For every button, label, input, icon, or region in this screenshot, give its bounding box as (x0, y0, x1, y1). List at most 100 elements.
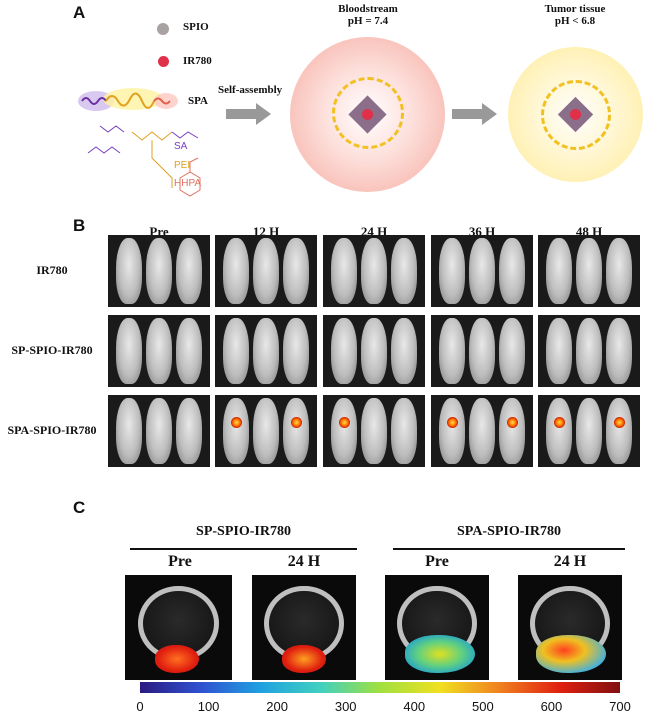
imaging-panel (323, 235, 425, 307)
colorbar-tick: 100 (197, 699, 220, 714)
spa-polymer-icon (78, 88, 178, 111)
group-title-sp: SP-SPIO-IR780 (196, 524, 291, 539)
imaging-panel (431, 315, 533, 387)
arrow-right-icon (452, 103, 497, 125)
mouse (253, 318, 279, 384)
fluorescence-spot (614, 417, 625, 428)
mouse (283, 238, 309, 304)
imaging-panel (108, 235, 210, 307)
legend-spio: SPIO (183, 21, 209, 33)
group-title-spa: SPA-SPIO-IR780 (457, 524, 561, 539)
mouse (331, 398, 357, 464)
mouse (223, 398, 249, 464)
mouse (499, 318, 525, 384)
self-assembly-label: Self-assembly (218, 84, 283, 96)
colorbar-tick: 300 (334, 699, 357, 714)
panel-a-label: A (73, 3, 86, 22)
mouse (469, 238, 495, 304)
bloodstream-label: Bloodstream (338, 3, 398, 15)
imaging-panel (108, 315, 210, 387)
label-sa: SA (174, 141, 188, 152)
mouse (146, 238, 172, 304)
label-pei: PEI (174, 160, 191, 171)
colorbar-tick: 700 (609, 699, 631, 714)
mouse (606, 238, 632, 304)
mouse (116, 398, 142, 464)
mouse (116, 318, 142, 384)
col-sp-pre: Pre (168, 553, 192, 570)
mouse (469, 398, 495, 464)
bloodstream-title: Bloodstream pH = 7.4 (318, 3, 418, 27)
imaging-panel (538, 395, 640, 467)
colorbar-tick: 400 (403, 699, 426, 714)
mouse (146, 398, 172, 464)
panel-b-label: B (73, 216, 86, 235)
mouse (361, 318, 387, 384)
imaging-panel (538, 315, 640, 387)
imaging-panel (215, 395, 317, 467)
colorbar-tick: 200 (266, 699, 288, 714)
colorbar-tick: 600 (540, 699, 563, 714)
mouse (546, 398, 572, 464)
mouse (606, 398, 632, 464)
mouse (469, 318, 495, 384)
tumor-title: Tumor tissue pH < 6.8 (525, 3, 625, 27)
mouse (439, 238, 465, 304)
mri-sp-24h (252, 575, 356, 680)
mouse (331, 238, 357, 304)
tumor-ph: pH < 6.8 (554, 15, 596, 27)
mouse (283, 398, 309, 464)
mouse (499, 238, 525, 304)
row-label: SP-SPIO-IR780 (11, 343, 93, 357)
mri-spa-pre (385, 575, 489, 680)
imaging-panel (431, 235, 533, 307)
fluorescence-spot (339, 417, 350, 428)
colorbar-tick: 500 (471, 699, 494, 714)
mouse (606, 318, 632, 384)
tumor-label: Tumor tissue (544, 3, 606, 15)
imaging-panel (323, 315, 425, 387)
mouse (223, 318, 249, 384)
mouse (361, 398, 387, 464)
mouse (223, 238, 249, 304)
mouse (391, 238, 417, 304)
mouse (331, 318, 357, 384)
mouse (361, 238, 387, 304)
ir780-dot-icon (158, 56, 169, 67)
label-hhpa: HHPA (174, 178, 202, 189)
mouse (283, 318, 309, 384)
mouse (499, 398, 525, 464)
fluorescence-spot (447, 417, 458, 428)
mouse (439, 318, 465, 384)
mouse (546, 238, 572, 304)
legend-spa: SPA (188, 95, 208, 107)
mouse (576, 318, 602, 384)
mouse (116, 238, 142, 304)
panel-c-label: C (73, 498, 86, 517)
mouse (546, 318, 572, 384)
fluorescence-spot (507, 417, 518, 428)
imaging-panel (431, 395, 533, 467)
imaging-panel (108, 395, 210, 467)
imaging-panel (215, 235, 317, 307)
imaging-panel (323, 395, 425, 467)
row-label: IR780 (36, 263, 68, 277)
tumor-micelle (508, 47, 643, 182)
mouse (439, 398, 465, 464)
mouse (176, 398, 202, 464)
fluorescence-spot (231, 417, 242, 428)
col-sp-24h: 24 H (287, 553, 321, 570)
colorbar (140, 682, 620, 693)
mouse (576, 398, 602, 464)
fluorescence-spot (291, 417, 302, 428)
divider (130, 548, 357, 550)
fluorescence-spot (554, 417, 565, 428)
mouse (253, 398, 279, 464)
mouse (576, 238, 602, 304)
mouse (176, 318, 202, 384)
imaging-panel (538, 235, 640, 307)
mouse (391, 318, 417, 384)
arrow-right-icon (226, 103, 271, 125)
spio-dot-icon (157, 23, 169, 35)
bloodstream-micelle (290, 37, 445, 192)
